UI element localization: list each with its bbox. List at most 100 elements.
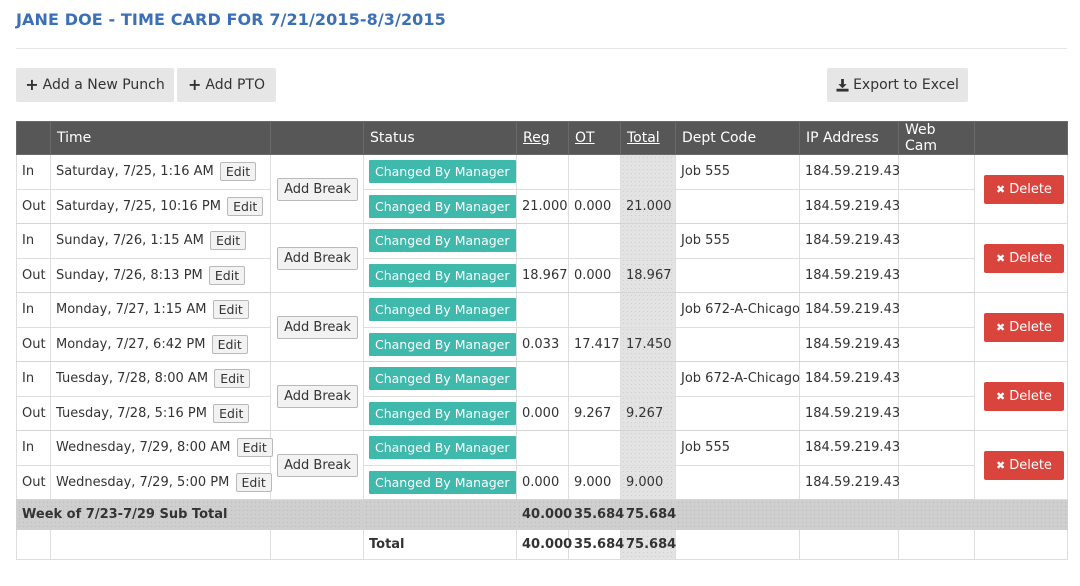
punch-type: In: [16, 223, 51, 259]
subtotal-row: Week of 7/23-7/29 Sub Total 40.000 35.68…: [16, 499, 1068, 530]
dept-code-cell: [675, 395, 800, 431]
header-break: [270, 121, 364, 155]
total-cell: [620, 154, 676, 190]
punch-row-in: In Sunday, 7/26, 1:15 AM Edit Add Break Cha…: [16, 223, 1068, 293]
delete-button[interactable]: ✖ Delete: [984, 243, 1064, 273]
status-cell: Changed By Manager: [363, 326, 517, 362]
reg-cell: [516, 292, 569, 328]
punch-row-in: In Tuesday, 7/28, 8:00 AM Edit Add Break Ch…: [16, 361, 1068, 431]
export-to-excel-label: Export to Excel: [853, 77, 959, 93]
status-cell: Changed By Manager: [363, 188, 517, 224]
x-icon: ✖: [996, 320, 1006, 334]
delete-label: Delete: [1009, 457, 1052, 473]
ot-cell: 9.267: [568, 395, 621, 431]
web-cam-cell: [898, 292, 975, 328]
download-icon: [836, 78, 849, 92]
total-cell: 9.267: [620, 395, 676, 431]
add-break-button[interactable]: Add Break: [277, 315, 358, 339]
table-header-row: Time Status Reg OT Total Dept Code IP Ad…: [16, 121, 1068, 155]
header-time: Time: [50, 121, 271, 155]
x-icon: ✖: [996, 182, 1006, 196]
punch-row-in: In Monday, 7/27, 1:15 AM Edit Add Break Cha…: [16, 292, 1068, 362]
punch-time-cell: Tuesday, 7/28, 8:00 AM Edit: [50, 361, 271, 397]
ot-cell: 9.000: [568, 464, 621, 500]
total-cell: [620, 292, 676, 328]
punch-row-out: Out Sunday, 7/26, 8:13 PM Edit Changed By …: [16, 257, 1068, 293]
edit-button[interactable]: Edit: [212, 300, 249, 320]
delete-cell: ✖ Delete: [974, 292, 1068, 362]
ip-address-cell: 184.59.219.43: [799, 257, 900, 293]
header-total[interactable]: Total: [620, 121, 676, 155]
punch-time-cell: Wednesday, 7/29, 8:00 AM Edit: [50, 430, 273, 466]
total-cell: [620, 361, 676, 397]
punch-type: Out: [16, 464, 51, 500]
add-break-button[interactable]: Add Break: [277, 177, 358, 201]
web-cam-cell: [898, 326, 975, 362]
grand-total-total: 75.684: [620, 529, 676, 560]
header-type: [16, 121, 51, 155]
delete-button[interactable]: ✖ Delete: [984, 312, 1064, 342]
status-badge: Changed By Manager: [369, 367, 516, 391]
punch-row-in: In Wednesday, 7/29, 8:00 AM Edit Add Break…: [16, 430, 1068, 500]
header-ip-address: IP Address: [799, 121, 899, 155]
header-reg[interactable]: Reg: [516, 121, 569, 155]
break-cell: Add Break: [270, 154, 364, 224]
punch-time-cell: Monday, 7/27, 1:15 AM Edit: [50, 292, 271, 328]
web-cam-cell: [898, 223, 975, 259]
add-pto-button[interactable]: + Add PTO: [177, 68, 276, 102]
punch-time: Sunday, 7/26, 8:13 PM: [56, 267, 203, 283]
punch-time: Tuesday, 7/28, 8:00 AM: [56, 371, 209, 387]
ip-address-cell: 184.59.219.43: [799, 464, 900, 500]
web-cam-cell: [898, 361, 975, 397]
web-cam-cell: [898, 430, 975, 466]
punch-time-cell: Monday, 7/27, 6:42 PM Edit: [50, 326, 271, 362]
break-cell: Add Break: [270, 292, 364, 362]
edit-button[interactable]: Edit: [211, 334, 248, 354]
total-cell: 18.967: [620, 257, 676, 293]
delete-button[interactable]: ✖ Delete: [984, 450, 1064, 480]
dept-code-cell: [675, 257, 800, 293]
edit-button[interactable]: Edit: [227, 196, 264, 216]
add-new-punch-button[interactable]: + Add a New Punch: [16, 68, 174, 102]
status-cell: Changed By Manager: [363, 464, 517, 500]
status-cell: Changed By Manager: [363, 154, 517, 190]
edit-button[interactable]: Edit: [209, 231, 247, 251]
punch-time: Monday, 7/27, 1:15 AM: [56, 302, 207, 318]
edit-button[interactable]: Edit: [219, 162, 257, 182]
delete-button[interactable]: ✖ Delete: [984, 381, 1064, 411]
delete-button[interactable]: ✖ Delete: [984, 174, 1064, 204]
add-break-button[interactable]: Add Break: [277, 246, 358, 270]
punch-type: Out: [16, 188, 51, 224]
edit-button[interactable]: Edit: [236, 438, 273, 458]
dept-code-cell: Job 555: [675, 154, 800, 190]
reg-cell: 0.000: [516, 464, 569, 500]
edit-button[interactable]: Edit: [235, 472, 272, 492]
x-icon: ✖: [996, 389, 1006, 403]
ip-address-cell: 184.59.219.43: [799, 223, 900, 259]
status-badge: Changed By Manager: [369, 194, 516, 218]
dept-code-cell: Job 555: [675, 430, 800, 466]
edit-button[interactable]: Edit: [208, 265, 246, 285]
add-break-button[interactable]: Add Break: [277, 384, 358, 408]
punch-type: In: [16, 154, 51, 190]
edit-button[interactable]: Edit: [213, 403, 250, 423]
header-reg-link[interactable]: Reg: [523, 130, 550, 146]
punch-row-out: Out Monday, 7/27, 6:42 PM Edit Changed By …: [16, 326, 1068, 362]
header-ot[interactable]: OT: [568, 121, 621, 155]
delete-label: Delete: [1009, 181, 1052, 197]
add-break-button[interactable]: Add Break: [277, 453, 358, 477]
ot-cell: [568, 361, 621, 397]
reg-cell: 18.967: [516, 257, 569, 293]
punch-time-cell: Sunday, 7/26, 8:13 PM Edit: [50, 257, 271, 293]
web-cam-cell: [898, 464, 975, 500]
punch-time-cell: Saturday, 7/25, 1:16 AM Edit: [50, 154, 271, 190]
time-card-table: Time Status Reg OT Total Dept Code IP Ad…: [16, 121, 1068, 560]
header-ot-link[interactable]: OT: [575, 130, 595, 146]
punch-time: Monday, 7/27, 6:42 PM: [56, 336, 206, 352]
header-total-link[interactable]: Total: [627, 130, 660, 146]
punch-time-cell: Sunday, 7/26, 1:15 AM Edit: [50, 223, 271, 259]
status-badge: Changed By Manager: [369, 160, 516, 184]
status-cell: Changed By Manager: [363, 395, 517, 431]
edit-button[interactable]: Edit: [214, 369, 251, 389]
export-to-excel-button[interactable]: Export to Excel: [827, 68, 968, 102]
